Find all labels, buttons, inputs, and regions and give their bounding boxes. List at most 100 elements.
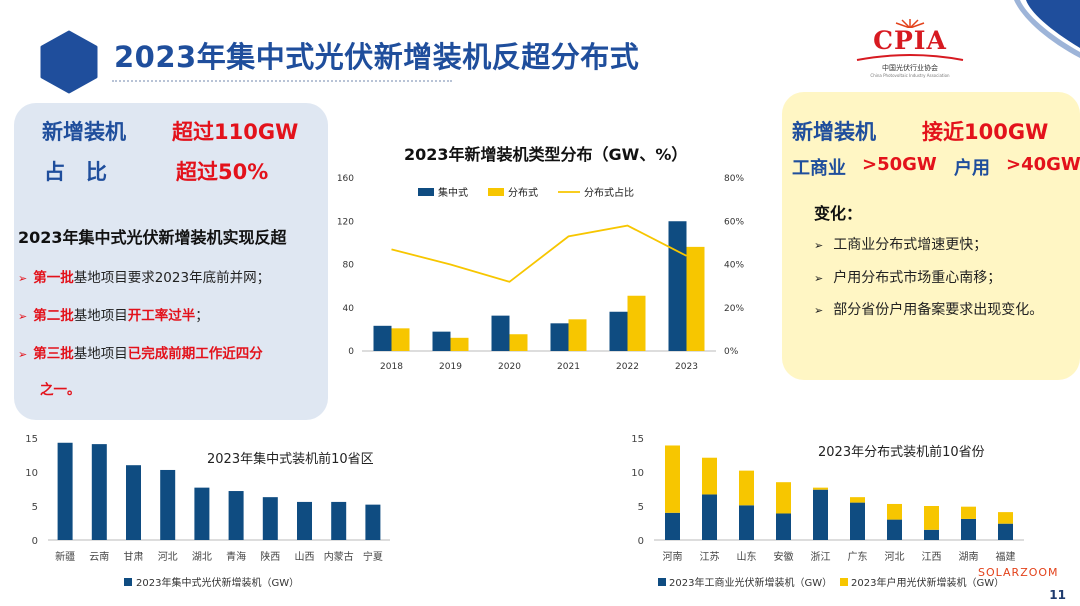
bullet-3-text: 基地项目	[73, 346, 128, 362]
chart1-title: 2023年新增装机类型分布（GW、%）	[404, 145, 688, 164]
bar-centralized-province	[262, 497, 278, 540]
y-tick-label: 15	[631, 434, 644, 445]
legend-swatch	[658, 578, 666, 586]
page-title: 2023年集中式光伏新增装机反超分布式	[114, 40, 640, 74]
bar-commercial	[924, 529, 939, 540]
right-bullet-1-text: 工商业分布式增速更快；	[833, 237, 988, 253]
right-household-label: 户用	[954, 158, 990, 179]
left-bullet-2: ➢ 第二批基地项目开工率过半；	[18, 304, 209, 324]
x-tick-label: 内蒙古	[324, 550, 354, 563]
right-ci-label: 工商业	[792, 158, 846, 179]
bar-commercial	[739, 505, 754, 540]
x-tick-label: 河北	[158, 551, 178, 563]
bar-centralized	[373, 325, 392, 351]
y2-tick-label: 80%	[724, 174, 744, 184]
title-underline	[112, 80, 452, 82]
legend-label: 2023年户用光伏新增装机（GW）	[851, 576, 1004, 589]
left-share-value: 超过50%	[176, 160, 269, 184]
bar-centralized-province	[228, 491, 244, 540]
type-distribution-chart: 0 40 80 120 160 0% 20% 40% 60% 80% 2018 2019 2020 202…	[337, 174, 745, 372]
bar-centralized	[432, 331, 451, 351]
chart2-title: 2023年集中式装机前10省区	[207, 452, 374, 467]
y2-tick-label: 20%	[724, 304, 744, 314]
x-tick-label: 山西	[295, 551, 315, 563]
bar-household	[813, 487, 828, 490]
cpia-logo: CPIA 中国光伏行业协会 China Photovoltaic Industr…	[848, 18, 972, 86]
left-share-label: 占 比	[44, 160, 107, 184]
bullet-3-highlight: 第三批	[33, 346, 74, 362]
bar-centralized-province	[57, 442, 73, 540]
left-bullet-3: ➢ 第三批基地项目已完成前期工作近四分	[18, 342, 263, 362]
x-tick-label: 宁夏	[363, 550, 383, 563]
x-tick-label: 安徽	[774, 550, 794, 563]
distributed-summary-panel	[782, 92, 1080, 380]
right-ci-value: >50GW	[862, 154, 937, 175]
x-tick-label: 甘肃	[124, 550, 144, 563]
y-tick-label: 160	[337, 174, 354, 184]
x-tick-label: 云南	[89, 550, 109, 563]
bullet-3-continued-text: 之一。	[40, 382, 81, 398]
x-tick-label: 湖南	[959, 550, 979, 563]
right-install-value: 接近100GW	[922, 120, 1049, 144]
x-tick-label: 江西	[922, 551, 942, 563]
y-tick-label: 0	[32, 536, 38, 547]
change-heading: 变化：	[814, 204, 863, 223]
y-tick-label: 80	[343, 261, 355, 271]
bar-household	[702, 457, 717, 495]
title-hexagon-icon	[40, 30, 98, 94]
right-bullet-2-text: 户用分布式市场重心南移；	[833, 270, 1002, 286]
x-tick-label: 河北	[885, 551, 905, 563]
y-tick-label: 40	[343, 304, 355, 314]
bar-centralized-province	[331, 501, 347, 540]
bullet-2-highlight: 第二批	[33, 308, 74, 324]
bar-distributed	[686, 246, 705, 351]
bar-household	[665, 445, 680, 513]
x-tick-label: 2021	[557, 362, 580, 372]
right-install-label: 新增装机	[792, 120, 876, 144]
y2-tick-label: 60%	[724, 217, 744, 227]
bar-commercial	[813, 489, 828, 540]
x-tick-label: 江苏	[700, 550, 720, 563]
bar-household	[739, 470, 754, 506]
bar-centralized-province	[194, 487, 210, 540]
x-tick-label: 新疆	[55, 550, 75, 563]
right-household-value: >40GW	[1006, 154, 1080, 175]
legend-swatch	[418, 188, 434, 196]
bar-commercial	[665, 512, 680, 540]
x-tick-label: 广东	[848, 550, 868, 563]
x-tick-label: 2018	[380, 362, 403, 372]
bar-centralized	[491, 315, 510, 351]
arrow-bullet-icon: ➢	[18, 272, 28, 285]
bullet-1-highlight: 第一批	[33, 270, 74, 286]
bar-centralized	[609, 311, 628, 351]
legend-label: 分布式占比	[584, 186, 634, 199]
x-tick-label: 2019	[439, 362, 462, 372]
legend-label: 2023年集中式光伏新增装机（GW）	[136, 576, 299, 589]
bar-household	[776, 482, 791, 514]
arrow-bullet-icon: ➢	[814, 239, 824, 252]
x-tick-label: 陕西	[260, 550, 280, 563]
bar-centralized	[668, 221, 687, 351]
sun-rays-icon	[895, 19, 925, 28]
bar-centralized-province	[91, 444, 107, 540]
arrow-bullet-icon: ➢	[814, 272, 824, 285]
bar-centralized-province	[365, 504, 381, 540]
logo-swoosh-icon	[856, 54, 964, 61]
legend-swatch	[488, 188, 504, 196]
arrow-bullet-icon: ➢	[814, 304, 824, 317]
x-tick-label: 2022	[616, 362, 639, 372]
bar-centralized-province	[126, 465, 141, 540]
bar-distributed	[509, 334, 528, 351]
centralized-top10-chart: 0 5 10 15 新疆 云南 甘肃 河北 湖北 青海 陕西 山西 内蒙古 宁夏 2023年集中式光伏新增装…	[25, 434, 390, 589]
logo-text: CPIA	[873, 26, 947, 55]
bullet-2-text: 基地项目	[73, 308, 128, 324]
x-tick-label: 山东	[737, 550, 757, 563]
bar-household	[998, 512, 1013, 524]
x-tick-label: 河南	[663, 550, 683, 563]
page-number: 11	[1049, 588, 1066, 602]
left-heading: 2023年集中式光伏新增装机实现反超	[18, 228, 287, 247]
bar-commercial	[776, 513, 791, 540]
y-tick-label: 0	[348, 347, 354, 357]
y2-tick-label: 40%	[724, 261, 744, 271]
chart3-title: 2023年分布式装机前10省份	[818, 445, 985, 460]
